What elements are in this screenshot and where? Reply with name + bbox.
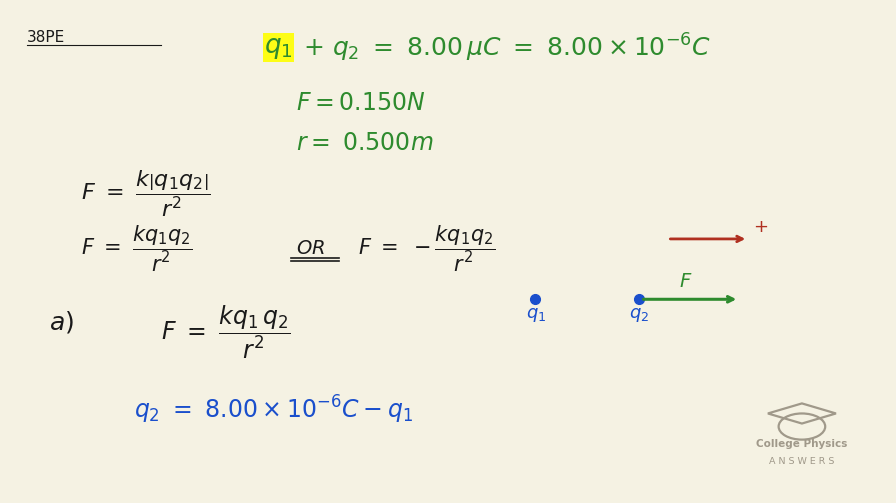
Text: College Physics: College Physics [756, 439, 848, 449]
Text: 38PE: 38PE [27, 30, 65, 45]
Text: $F$: $F$ [679, 272, 693, 291]
Text: $F = 0.150N$: $F = 0.150N$ [296, 91, 425, 115]
Text: A N S W E R S: A N S W E R S [770, 457, 834, 466]
Text: $F \ = \ \dfrac{k q_1 \, q_2}{r^2}$: $F \ = \ \dfrac{k q_1 \, q_2}{r^2}$ [161, 303, 291, 361]
Text: $a)$: $a)$ [49, 309, 74, 335]
Text: $F \ = \ \dfrac{k \left| q_1 q_2 \right|}{r^2}$: $F \ = \ \dfrac{k \left| q_1 q_2 \right|… [81, 169, 211, 219]
Text: $q_1$: $q_1$ [526, 306, 547, 324]
Text: $OR$: $OR$ [296, 239, 324, 259]
Text: $+ \ q_2 \ = \ 8.00\,\mu C \ = \ 8.00 \times 10^{-6}C$: $+ \ q_2 \ = \ 8.00\,\mu C \ = \ 8.00 \t… [303, 32, 711, 64]
Text: $+$: $+$ [753, 218, 768, 236]
Text: $F \ = \ \dfrac{k q_1 q_2}{r^2}$: $F \ = \ \dfrac{k q_1 q_2}{r^2}$ [81, 224, 193, 274]
Text: $q_2$: $q_2$ [629, 306, 650, 324]
Text: $r = \ 0.500m$: $r = \ 0.500m$ [296, 131, 433, 155]
Text: $F \ = \ - \dfrac{k q_1 q_2}{r^2}$: $F \ = \ - \dfrac{k q_1 q_2}{r^2}$ [358, 224, 495, 274]
Text: $q_1$: $q_1$ [264, 35, 293, 61]
Text: $q_2 \ = \ 8.00 \times 10^{-6}C - q_1$: $q_2 \ = \ 8.00 \times 10^{-6}C - q_1$ [134, 394, 413, 426]
